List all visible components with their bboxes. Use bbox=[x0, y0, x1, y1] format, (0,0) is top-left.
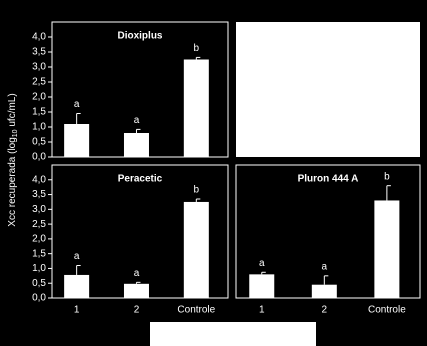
x-tick-label: 2 bbox=[134, 305, 140, 316]
y-tick-label: 2,0 bbox=[32, 234, 46, 245]
x-tick-label: 2 bbox=[322, 305, 328, 316]
x-tick-label: 1 bbox=[74, 305, 80, 316]
panel-title: Pluron 444 A bbox=[298, 174, 359, 185]
y-tick-label: 3,0 bbox=[32, 62, 46, 73]
y-tick-label: 0,5 bbox=[32, 137, 46, 148]
y-tick-label: 2,5 bbox=[32, 219, 46, 230]
y-axis-label: Xcc recuperada (log10 ufc/mL) bbox=[7, 93, 19, 226]
y-tick-label: 1,5 bbox=[32, 107, 46, 118]
bar bbox=[123, 133, 149, 157]
significance-letter: a bbox=[74, 251, 80, 262]
blank-box bbox=[150, 322, 316, 346]
y-tick-label: 3,0 bbox=[32, 204, 46, 215]
panel-title: Dioxiplus bbox=[117, 31, 162, 42]
significance-letter: a bbox=[259, 258, 265, 269]
bar bbox=[311, 284, 337, 298]
bar bbox=[249, 274, 275, 298]
bar bbox=[183, 59, 209, 157]
y-tick-label: 1,0 bbox=[32, 122, 46, 133]
y-tick-label: 3,5 bbox=[32, 189, 46, 200]
y-tick-label: 0,0 bbox=[32, 293, 46, 304]
y-tick-label: 4,0 bbox=[32, 32, 46, 43]
significance-letter: a bbox=[322, 261, 328, 272]
bar bbox=[64, 274, 90, 298]
y-tick-label: 0,5 bbox=[32, 278, 46, 289]
y-tick-label: 1,5 bbox=[32, 248, 46, 259]
significance-letter: b bbox=[194, 43, 200, 54]
significance-letter: a bbox=[134, 268, 140, 279]
y-tick-label: 2,5 bbox=[32, 77, 46, 88]
x-tick-label: Controle bbox=[177, 305, 215, 316]
y-tick-label: 0,0 bbox=[32, 152, 46, 163]
significance-letter: a bbox=[134, 115, 140, 126]
y-tick-label: 4,0 bbox=[32, 174, 46, 185]
significance-letter: b bbox=[194, 185, 200, 196]
bar bbox=[123, 283, 149, 298]
significance-letter: b bbox=[384, 171, 390, 182]
blank-panel bbox=[236, 22, 420, 157]
panel-title: Peracetic bbox=[118, 174, 163, 185]
y-tick-label: 1,0 bbox=[32, 263, 46, 274]
x-tick-label: 1 bbox=[259, 305, 265, 316]
y-tick-label: 3,5 bbox=[32, 47, 46, 58]
significance-letter: a bbox=[74, 99, 80, 110]
y-tick-label: 2,0 bbox=[32, 92, 46, 103]
bar bbox=[64, 124, 90, 157]
bar bbox=[183, 201, 209, 298]
x-tick-label: Controle bbox=[368, 305, 406, 316]
bar bbox=[374, 200, 400, 298]
